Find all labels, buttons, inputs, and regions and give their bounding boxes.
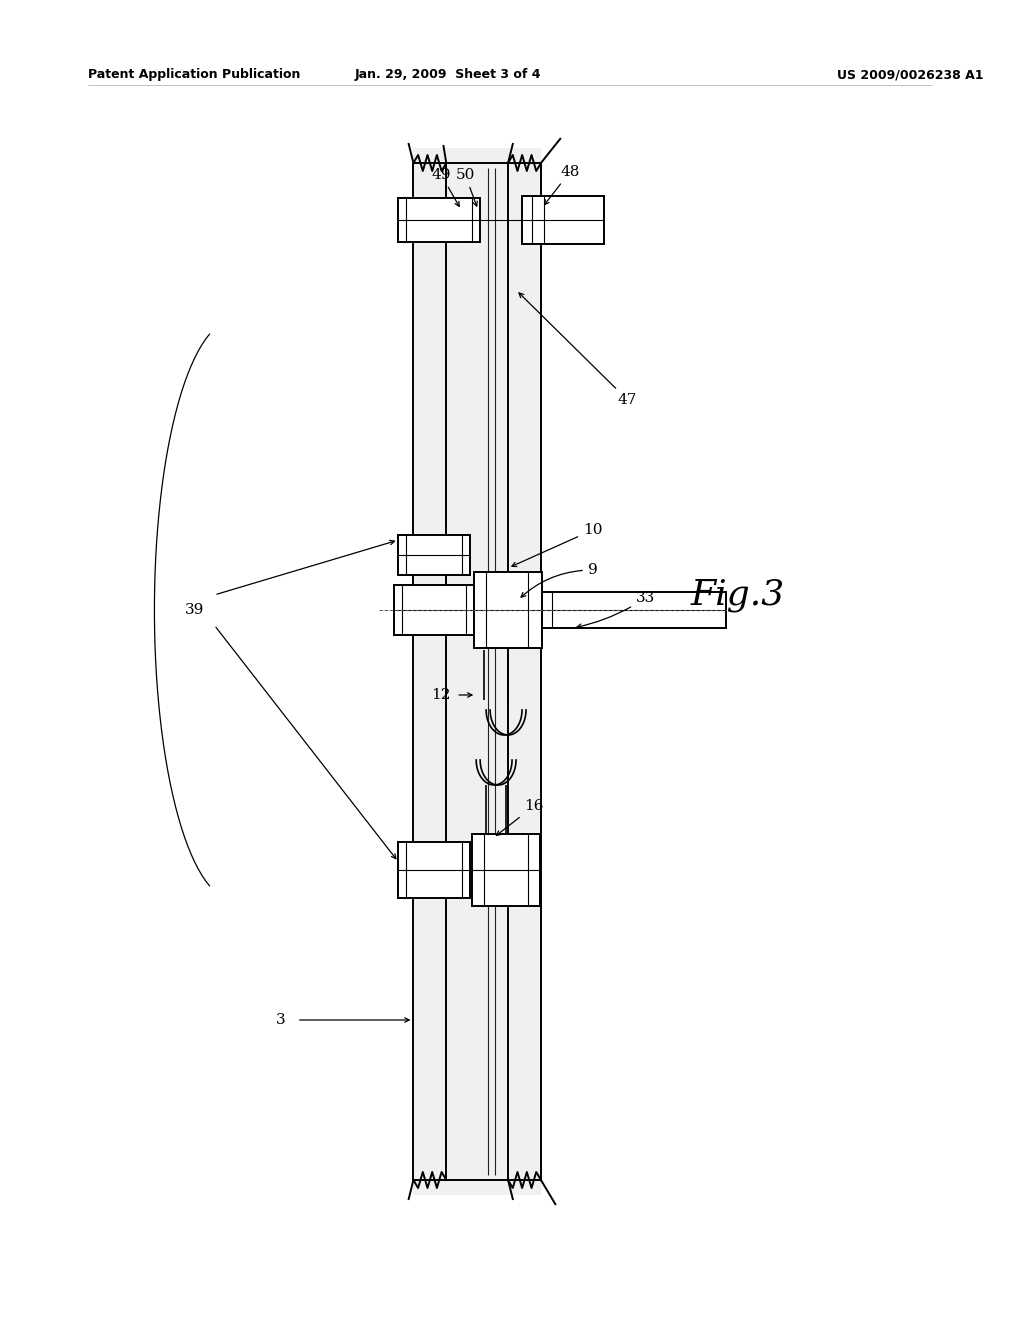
Bar xyxy=(398,842,470,898)
Text: 49: 49 xyxy=(431,168,459,206)
Bar xyxy=(542,591,726,628)
Text: 47: 47 xyxy=(519,293,637,407)
Text: 48: 48 xyxy=(545,165,580,205)
Text: Fig.3: Fig.3 xyxy=(690,578,784,612)
Text: 50: 50 xyxy=(456,168,477,206)
Text: 12: 12 xyxy=(431,688,451,702)
Bar xyxy=(472,834,540,906)
Text: 10: 10 xyxy=(512,523,602,566)
Bar xyxy=(394,585,474,635)
Text: 3: 3 xyxy=(276,1012,286,1027)
Bar xyxy=(414,148,541,1195)
Bar xyxy=(398,198,480,242)
Text: US 2009/0026238 A1: US 2009/0026238 A1 xyxy=(837,69,983,81)
Text: 9: 9 xyxy=(521,564,598,597)
Text: 16: 16 xyxy=(497,799,544,836)
Bar xyxy=(398,535,470,576)
Text: Patent Application Publication: Patent Application Publication xyxy=(88,69,300,81)
Text: Jan. 29, 2009  Sheet 3 of 4: Jan. 29, 2009 Sheet 3 of 4 xyxy=(355,69,542,81)
Bar xyxy=(522,195,604,244)
Text: 39: 39 xyxy=(184,603,204,616)
Text: 33: 33 xyxy=(577,591,655,628)
Bar xyxy=(474,572,542,648)
